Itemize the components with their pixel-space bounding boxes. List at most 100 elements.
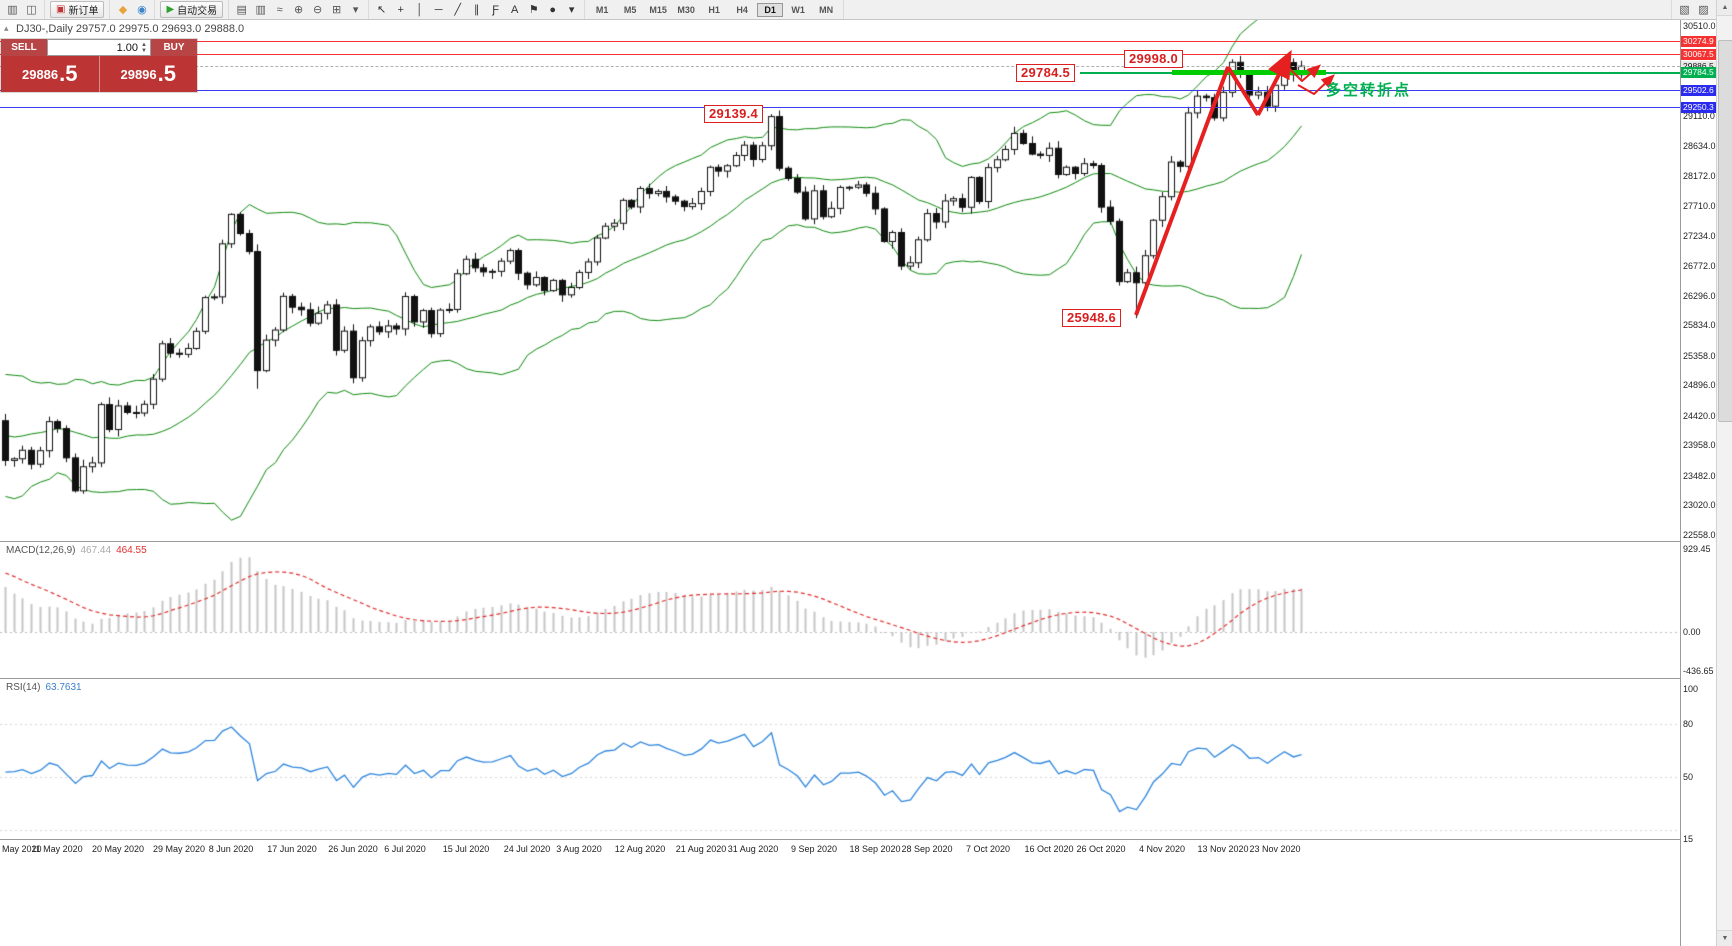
price-tick: 29110.0 [1683, 111, 1715, 121]
community-icon[interactable]: ◉ [137, 4, 147, 16]
volume-spinner[interactable]: ▲ ▼ [141, 41, 147, 54]
shapes-dropdown-icon[interactable]: ▾ [568, 4, 575, 16]
rsi-axis-value: 80 [1683, 719, 1694, 730]
price-tick: 25358.0 [1683, 350, 1716, 361]
zoom-in-icon[interactable]: ⊕ [294, 4, 304, 16]
date-label: 31 Aug 2020 [727, 844, 779, 854]
label-icon[interactable]: ⚑ [528, 4, 539, 16]
sell-button[interactable]: SELL [1, 39, 47, 56]
price-line-label: 29250.3 [1681, 101, 1717, 113]
horizontal-line [0, 106, 1680, 108]
new-chart-icon[interactable]: ▥ [7, 4, 18, 16]
new-order-button[interactable]: ▣ 新订单 [50, 1, 105, 18]
date-label: 4 Nov 2020 [1138, 844, 1186, 854]
date-label: 29 May 2020 [152, 844, 206, 854]
autotrading-button-icon: ▶ [166, 4, 175, 15]
cursor-icon[interactable]: ↖ [377, 4, 387, 16]
bid-price[interactable]: 29886.5 [1, 56, 100, 92]
date-label: 3 Aug 2020 [556, 844, 602, 854]
price-axis: 30510.0 29110.0 28634.0 28172.0 27710.0 27234… [1680, 19, 1717, 946]
vertical-line-icon[interactable]: │ [416, 3, 424, 16]
timeframe-w1[interactable]: W1 [791, 4, 805, 15]
date-label: 11 May 2020 [31, 844, 83, 854]
favorites-icon[interactable]: ◆ [118, 4, 128, 16]
rsi-axis-value: 50 [1683, 772, 1694, 783]
text-icon[interactable]: A [510, 3, 519, 16]
price-line-label: 29886.5 [1681, 60, 1717, 72]
main-chart-canvas[interactable] [0, 19, 1680, 541]
crosshair-icon[interactable]: + [397, 3, 404, 16]
price-tick: 26772.0 [1683, 260, 1716, 271]
macd-label: MACD(12,26,9) 467.44 464.55 [6, 545, 147, 556]
ask-main: 29896 [120, 66, 157, 82]
new-order-button-label: 新订单 [68, 6, 99, 17]
dock-menu-icon[interactable]: ▨ [1698, 4, 1709, 16]
timeframe-d1[interactable]: D1 [757, 2, 784, 17]
indicators-dropdown-icon[interactable]: ▾ [352, 4, 359, 16]
volume-value: 1.00 [116, 41, 138, 54]
price-line-label: 29784.5 [1681, 67, 1717, 79]
channel-icon[interactable]: ∥ [473, 4, 480, 16]
fibonacci-icon[interactable]: Ƒ [492, 3, 500, 16]
buy-button[interactable]: BUY [151, 39, 197, 56]
timeframe-m5[interactable]: M5 [623, 4, 637, 15]
rsi-panel-canvas[interactable] [0, 678, 1680, 839]
scroll-down-icon[interactable]: ▼ [1717, 930, 1732, 946]
macd-axis-value: 929.45 [1683, 544, 1711, 554]
turning-point-label: 多空转折点 [1326, 82, 1412, 100]
zoom-out-icon[interactable]: ⊖ [313, 4, 323, 16]
price-tick: 25834.0 [1683, 320, 1716, 331]
timeframe-m1[interactable]: M1 [595, 4, 609, 15]
date-label: 7 Oct 2020 [965, 844, 1011, 854]
dock-panel-icon[interactable]: ▧ [1679, 4, 1690, 16]
horizontal-line [0, 65, 1680, 67]
trendline-icon[interactable]: ╱ [454, 4, 461, 16]
horizontal-line [1080, 71, 1680, 74]
autotrading-button[interactable]: ▶ 自动交易 [160, 1, 224, 18]
vertical-scrollbar[interactable]: ▲ ▼ [1716, 0, 1732, 946]
ask-price[interactable]: 29896.5 [99, 56, 197, 92]
price-tick: 24896.0 [1683, 380, 1716, 391]
collapse-panel-icon[interactable]: ▴ [4, 23, 9, 33]
price-annotation: 25948.6 [1062, 309, 1122, 328]
macd-panel-canvas[interactable] [0, 541, 1680, 678]
timeframe-m30[interactable]: M30 [677, 4, 695, 15]
timeframe-m15[interactable]: M15 [649, 4, 667, 15]
price-line-label: 30274.9 [1681, 36, 1717, 48]
price-tick: 30510.0 [1683, 21, 1716, 32]
date-label: 8 Jun 2020 [208, 844, 254, 854]
candles-view-icon[interactable]: ▥ [255, 4, 266, 16]
line-view-icon[interactable]: ≈ [276, 3, 283, 16]
ask-pips: .5 [157, 61, 176, 86]
date-label: 28 Sep 2020 [901, 844, 953, 854]
horizontal-line [1172, 70, 1326, 76]
bid-main: 29886 [21, 66, 59, 82]
date-axis: May 2020 11 May 2020 20 May 2020 29 May 202… [0, 841, 1680, 859]
date-label: 15 Jul 2020 [442, 844, 490, 854]
macd-axis-value: -436.65 [1683, 665, 1714, 676]
date-label: 6 Jul 2020 [384, 844, 426, 854]
scrollbar-thumb[interactable] [1718, 40, 1732, 422]
shapes-icon[interactable]: ● [549, 3, 556, 16]
date-label: 18 Sep 2020 [849, 844, 901, 854]
rsi-panel-separator[interactable] [0, 678, 1716, 679]
tile-windows-icon[interactable]: ⊞ [332, 4, 342, 16]
one-click-trading-panel: SELL 1.00 ▲ ▼ BUY 29886.5 29896.5 [1, 39, 197, 92]
scroll-up-icon[interactable]: ▲ [1717, 0, 1732, 16]
price-tick: 26296.0 [1683, 290, 1716, 301]
profiles-icon[interactable]: ◫ [26, 4, 37, 16]
horizontal-line-icon[interactable]: ─ [434, 3, 443, 16]
macd-axis-value: 0.00 [1683, 627, 1701, 637]
main-toolbar: ▥ ◫ ▣ 新订单 ◆ ◉ ▶ 自动交易 ▤ ▥ ≈ ⊕ ⊖ ⊞ ▾ ↖ + │ ─ ╱ ∥ Ƒ A ⚑ ● ▾ M1 M5 M15 M3… [0, 0, 1716, 20]
bars-view-icon[interactable]: ▤ [236, 4, 247, 16]
price-line-label: 29502.6 [1681, 85, 1717, 97]
volume-input[interactable]: 1.00 ▲ ▼ [47, 39, 151, 56]
timeframe-h4[interactable]: H4 [736, 4, 748, 15]
timeframe-mn[interactable]: MN [819, 4, 834, 15]
horizontal-line [0, 41, 1680, 43]
macd-panel-separator[interactable] [0, 541, 1716, 542]
price-tick: 28172.0 [1683, 170, 1716, 181]
price-annotation: 29784.5 [1016, 63, 1076, 82]
chart-workspace: ▴ DJ30-,Daily 29757.0 29975.0 29693.0 29… [0, 19, 1717, 946]
timeframe-h1[interactable]: H1 [708, 4, 720, 15]
